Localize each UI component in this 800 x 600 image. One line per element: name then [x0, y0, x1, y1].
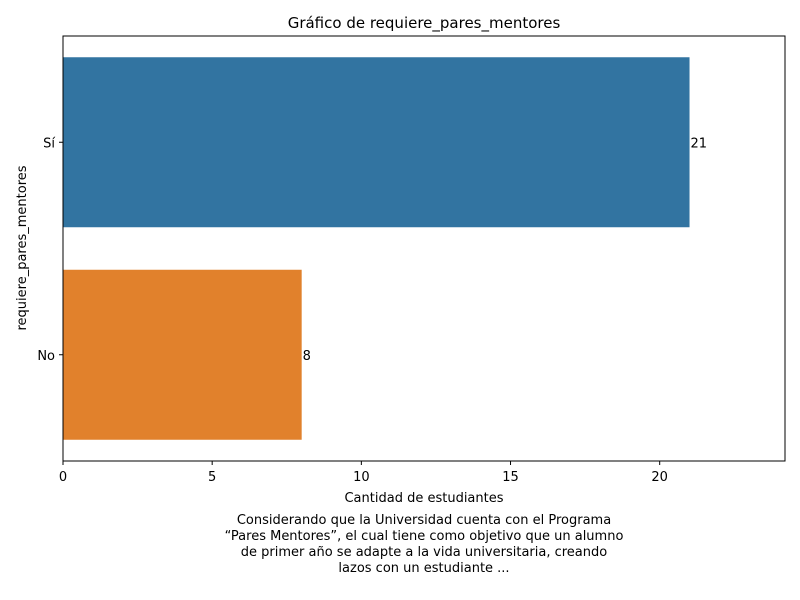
chart-title: Gráfico de requiere_pares_mentores — [288, 14, 561, 33]
bar-value-label: 8 — [303, 349, 311, 364]
plot-frame — [62, 35, 786, 462]
caption-line: “Pares Mentores”, el cual tiene como obj… — [224, 529, 624, 544]
y-tick-label: Sí — [43, 136, 55, 151]
x-tick-label: 15 — [502, 470, 519, 485]
x-axis-ticks: 0 5 10 15 20 — [59, 461, 668, 485]
y-axis-ticks: Sí No — [37, 136, 63, 364]
x-axis-label: Cantidad de estudiantes — [344, 491, 503, 506]
y-axis-label: requiere_pares_mentores — [15, 165, 30, 330]
chart-caption: Considerando que la Universidad cuenta c… — [150, 513, 698, 577]
x-tick-label: 20 — [651, 470, 668, 485]
bar-value-label: 21 — [691, 136, 708, 151]
bar-1 — [63, 269, 302, 440]
caption-line: Considerando que la Universidad cuenta c… — [236, 513, 612, 528]
x-tick-label: 5 — [208, 470, 216, 485]
bar-0 — [63, 57, 690, 228]
caption-line: de primer año se adapte a la vida univer… — [240, 545, 608, 560]
x-tick-label: 0 — [59, 470, 67, 485]
bars-group: 21 8 — [63, 57, 707, 440]
caption-line: lazos con un estudiante ... — [338, 561, 510, 576]
y-tick-label: No — [37, 349, 55, 364]
x-tick-label: 10 — [353, 470, 370, 485]
